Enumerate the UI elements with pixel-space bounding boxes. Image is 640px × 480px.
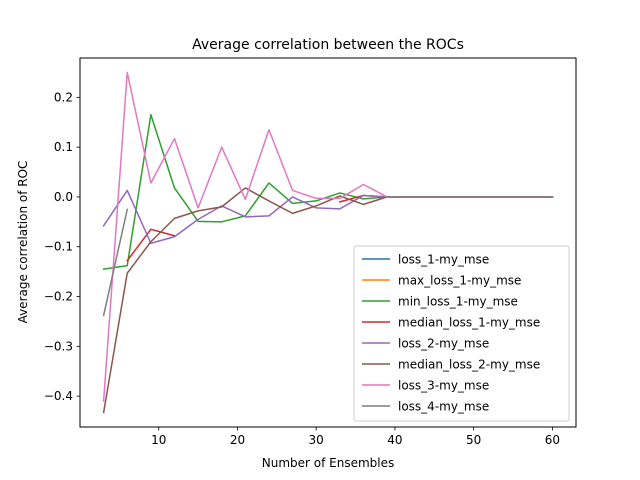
legend-label: min_loss_1-my_mse [398,295,518,309]
y-tick-label: 0.0 [54,190,73,204]
y-axis-ticks: −0.4 −0.3 −0.2 −0.1 0.0 0.1 0.2 [44,90,80,403]
x-tick-label: 10 [151,433,166,447]
x-tick-label: 40 [387,433,402,447]
x-tick-label: 50 [466,433,481,447]
legend-box [353,245,570,422]
series-lines [102,71,554,414]
series-line-loss_4-my_mse [102,196,554,317]
plot-area: 10 20 30 40 50 60 −0.4 −0.3 −0.2 −0.1 0.0 0.1 0.2 [44,57,577,447]
y-tick-label: −0.4 [44,389,73,403]
x-tick-label: 30 [309,433,324,447]
plot-frame [79,57,577,428]
legend-label: max_loss_1-my_mse [398,274,521,288]
x-axis-label: Number of Ensembles [262,456,395,470]
chart-title: Average correlation between the ROCs [192,37,464,53]
legend: loss_1-my_mse max_loss_1-my_mse min_loss_1… [353,245,570,422]
y-tick-label: −0.1 [44,240,73,254]
legend-label: loss_3-my_mse [398,379,489,393]
legend-label: median_loss_1-my_mse [398,316,540,330]
y-axis-label: Average correlation of ROC [16,161,30,324]
legend-label: loss_4-my_mse [398,400,489,414]
x-axis-ticks: 10 20 30 40 50 60 [151,427,560,447]
y-tick-label: 0.1 [54,140,73,154]
y-tick-label: −0.3 [44,339,73,353]
x-tick-label: 60 [545,433,560,447]
x-tick-label: 20 [230,433,245,447]
legend-label: median_loss_2-my_mse [398,358,540,372]
legend-label: loss_2-my_mse [398,337,489,351]
y-tick-label: 0.2 [54,90,73,104]
y-tick-label: −0.2 [44,290,73,304]
legend-label: loss_1-my_mse [398,253,489,267]
